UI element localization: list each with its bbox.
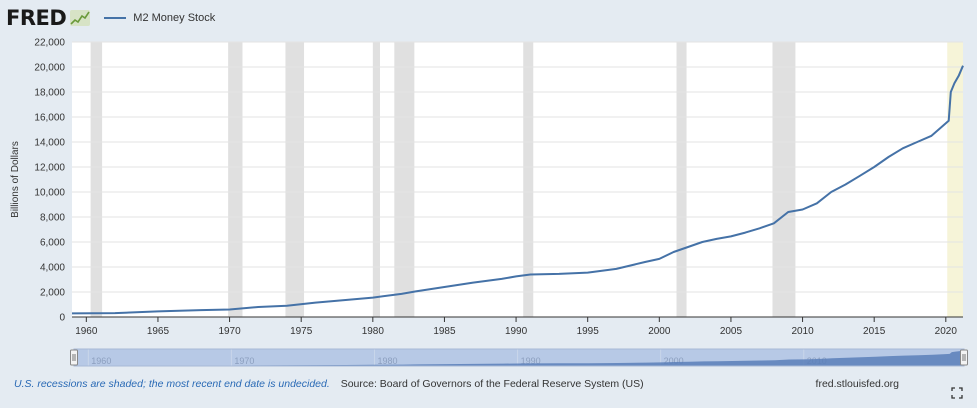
navigator-tick-label: 2010 [807, 356, 827, 366]
x-tick-label: 1975 [290, 326, 313, 337]
y-tick-label: 18,000 [34, 88, 65, 99]
navigator-selection[interactable] [74, 349, 964, 366]
navigator-tick-label: 1970 [234, 356, 254, 366]
x-tick-label: 2010 [791, 326, 814, 337]
navigator-handle-right[interactable] [960, 349, 968, 366]
legend-label: M2 Money Stock [133, 12, 216, 24]
y-tick-label: 8,000 [40, 213, 65, 224]
x-tick-label: 1990 [505, 326, 528, 337]
recession-band [90, 42, 103, 317]
recession-band [372, 42, 380, 317]
x-tick-label: 2000 [648, 326, 671, 337]
x-tick-label: 1985 [433, 326, 456, 337]
x-tick-label: 1995 [577, 326, 600, 337]
navigator-tick-label: 1960 [91, 356, 111, 366]
x-tick-label: 1960 [75, 326, 98, 337]
navigator-area [74, 350, 964, 366]
recession-band [523, 42, 534, 317]
recession-band [285, 42, 305, 317]
navigator-handle-left[interactable] [70, 349, 78, 366]
footer-notes: U.S. recessions are shaded; the most rec… [14, 378, 644, 390]
graph-header: FRED M2 Money Stock [6, 6, 215, 30]
y-tick-label: 6,000 [40, 238, 65, 249]
x-tick-label: 2005 [720, 326, 743, 337]
y-tick-label: 20,000 [34, 63, 65, 74]
y-tick-label: 12,000 [34, 163, 65, 174]
navigator-tick-label: 2000 [664, 356, 684, 366]
y-tick-label: 0 [59, 313, 65, 324]
current-recession-band [947, 42, 963, 317]
navigator-tick-label: 1980 [377, 356, 397, 366]
recession-band [676, 42, 687, 317]
fred-graph-icon [70, 10, 91, 26]
navigator-tick-label: 1990 [521, 356, 541, 366]
legend-swatch [104, 17, 127, 19]
fullscreen-icon[interactable] [951, 387, 963, 399]
source-text: Source: Board of Governors of the Federa… [340, 378, 644, 390]
recession-note: U.S. recessions are shaded; the most rec… [14, 378, 330, 390]
navigator-frame [73, 348, 965, 367]
fred-logo[interactable]: FRED [6, 6, 67, 30]
y-tick-label: 22,000 [34, 38, 65, 49]
recession-band [394, 42, 415, 317]
legend: M2 Money Stock [104, 12, 215, 24]
x-tick-label: 2015 [863, 326, 886, 337]
y-tick-label: 10,000 [34, 188, 65, 199]
x-tick-label: 1965 [147, 326, 170, 337]
y-tick-label: 16,000 [34, 113, 65, 124]
y-tick-label: 4,000 [40, 263, 65, 274]
recession-band [228, 42, 243, 317]
y-tick-label: 2,000 [40, 288, 65, 299]
x-tick-label: 2020 [935, 326, 958, 337]
y-tick-label: 14,000 [34, 138, 65, 149]
y-axis-label: Billions of Dollars [10, 141, 21, 218]
x-tick-label: 1980 [362, 326, 385, 337]
site-link[interactable]: fred.stlouisfed.org [815, 378, 899, 390]
recession-band [772, 42, 796, 317]
x-tick-label: 1970 [218, 326, 241, 337]
series-line[interactable] [71, 65, 964, 315]
plot-background [72, 42, 963, 317]
